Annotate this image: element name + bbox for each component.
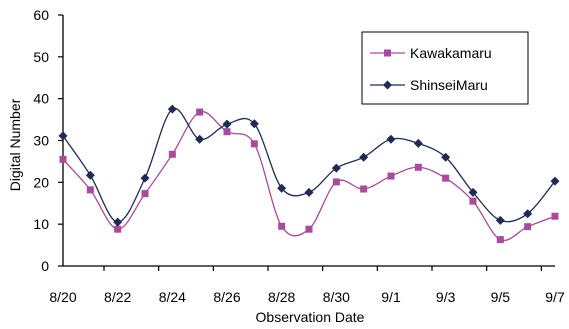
legend: Kawakamaru ShinseiMaru <box>361 31 529 105</box>
data-point-kawakamaru <box>168 150 176 158</box>
series-line-kawakamaru <box>62 110 556 242</box>
data-point-shinseimaru <box>550 176 560 186</box>
y-tick-label: 40 <box>33 91 49 107</box>
data-point-shinseimaru <box>85 170 95 180</box>
data-point-shinseimaru <box>222 119 232 129</box>
axis-ticks <box>58 14 542 271</box>
x-tick-label: 9/7 <box>545 289 565 305</box>
y-axis-label: Digital Number <box>7 98 23 191</box>
data-point-kawakamaru <box>305 225 313 233</box>
data-point-kawakamaru <box>114 225 122 233</box>
data-point-kawakamaru <box>524 223 532 231</box>
x-axis-label: Observation Date <box>256 309 365 325</box>
data-point-shinseimaru <box>113 217 123 227</box>
data-point-shinseimaru <box>386 134 396 144</box>
data-point-kawakamaru <box>469 197 477 205</box>
x-tick-labels: 8/20 8/22 8/24 8/26 8/28 8/30 9/1 9/3 9/5 9/7 <box>49 289 565 305</box>
data-point-kawakamaru <box>414 163 422 171</box>
x-tick-label: 8/26 <box>213 289 240 305</box>
x-tick-label: 9/5 <box>491 289 511 305</box>
data-point-shinseimaru <box>195 134 205 144</box>
y-tick-label: 50 <box>33 49 49 65</box>
data-point-shinseimaru <box>304 187 314 197</box>
data-point-kawakamaru <box>223 128 231 136</box>
data-point-shinseimaru <box>495 215 505 225</box>
x-tick-label: 8/20 <box>49 289 76 305</box>
data-point-shinseimaru <box>441 152 451 162</box>
series-line-shinseimaru <box>62 107 556 223</box>
data-point-kawakamaru <box>196 108 204 116</box>
data-point-shinseimaru <box>523 209 533 219</box>
y-tick-label: 0 <box>41 258 49 274</box>
legend-marker-kawakamaru <box>384 49 391 57</box>
y-tick-label: 20 <box>33 174 49 190</box>
x-tick-label: 8/22 <box>104 289 131 305</box>
data-point-shinseimaru <box>331 163 341 173</box>
legend-label-kawakamaru: Kawakamaru <box>410 45 492 61</box>
data-point-shinseimaru <box>249 119 259 129</box>
legend-item-shinseimaru: ShinseiMaru <box>370 77 488 93</box>
x-tick-label: 8/28 <box>268 289 295 305</box>
data-point-kawakamaru <box>59 155 67 163</box>
y-tick-label: 60 <box>33 7 49 23</box>
legend-box <box>361 31 529 105</box>
data-point-shinseimaru <box>277 183 287 193</box>
data-point-kawakamaru <box>360 185 368 193</box>
data-point-kawakamaru <box>496 236 504 244</box>
data-point-shinseimaru <box>58 131 68 141</box>
legend-label-shinseimaru: ShinseiMaru <box>410 77 488 93</box>
data-point-shinseimaru <box>140 173 150 183</box>
data-point-kawakamaru <box>551 212 559 220</box>
x-tick-label: 8/24 <box>159 289 186 305</box>
data-point-kawakamaru <box>387 172 395 180</box>
data-point-kawakamaru <box>86 186 94 194</box>
x-tick-label: 9/1 <box>381 289 401 305</box>
x-tick-label: 8/30 <box>323 289 350 305</box>
data-point-kawakamaru <box>250 140 258 148</box>
data-point-kawakamaru <box>442 174 450 182</box>
data-point-kawakamaru <box>278 222 286 230</box>
data-point-kawakamaru <box>141 190 149 198</box>
data-point-shinseimaru <box>167 104 177 114</box>
legend-marker-shinseimaru <box>383 80 392 90</box>
data-point-shinseimaru <box>468 187 478 197</box>
data-point-kawakamaru <box>332 178 340 186</box>
y-tick-labels: 0 10 20 30 40 50 60 <box>33 7 49 274</box>
legend-item-kawakamaru: Kawakamaru <box>370 45 492 61</box>
data-point-shinseimaru <box>359 152 369 162</box>
x-tick-label: 9/3 <box>436 289 456 305</box>
y-tick-label: 10 <box>33 216 49 232</box>
series-group <box>58 104 560 244</box>
data-point-shinseimaru <box>413 138 423 148</box>
y-tick-label: 30 <box>33 133 49 149</box>
